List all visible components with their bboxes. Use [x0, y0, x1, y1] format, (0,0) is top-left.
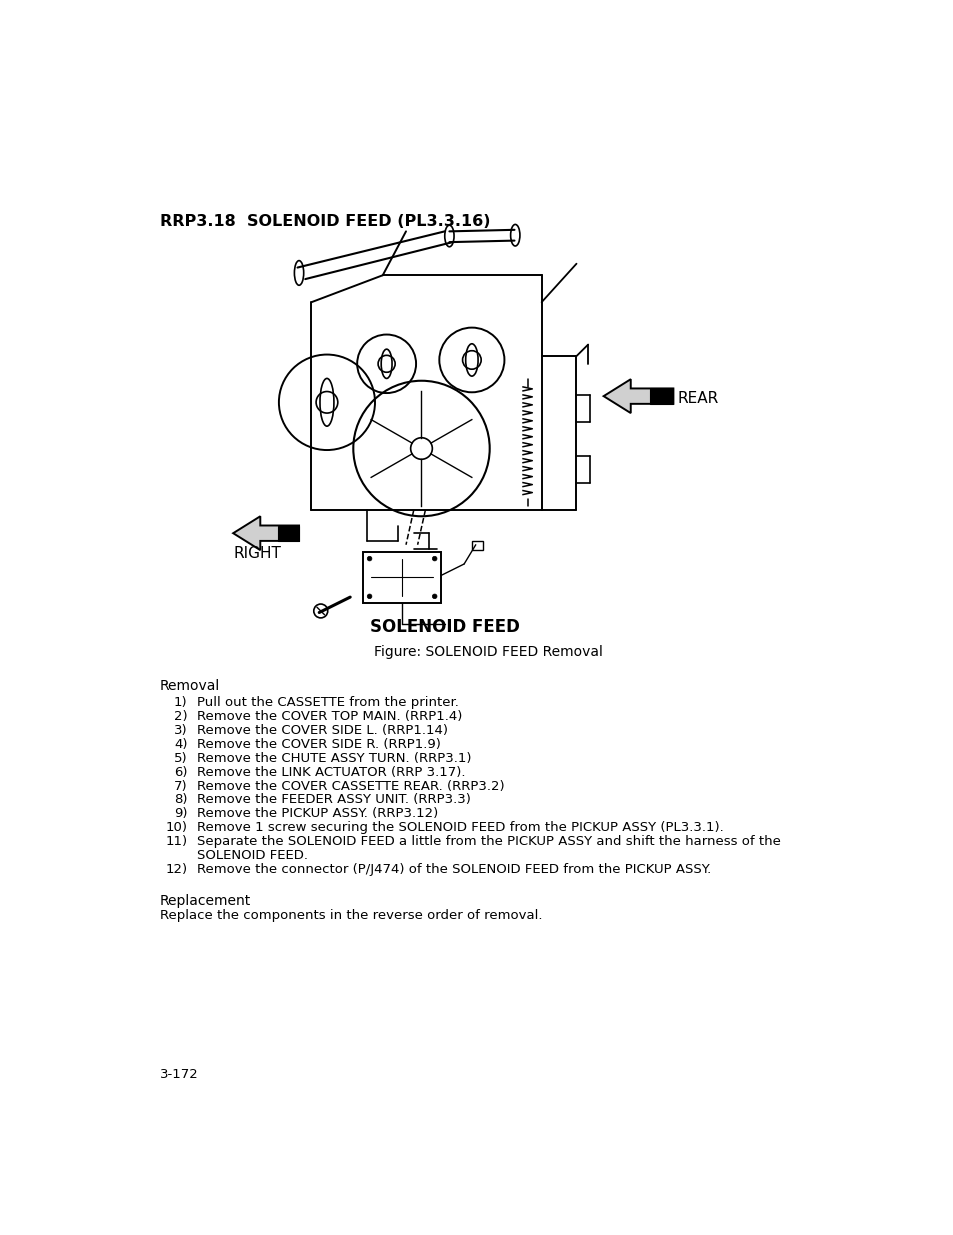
Text: Remove the LINK ACTUATOR (RRP 3.17).: Remove the LINK ACTUATOR (RRP 3.17).: [196, 766, 465, 779]
Text: Remove the COVER CASSETTE REAR. (RRP3.2): Remove the COVER CASSETTE REAR. (RRP3.2): [196, 779, 504, 793]
Text: Replacement: Replacement: [159, 894, 251, 908]
Polygon shape: [233, 516, 298, 550]
Text: 8): 8): [173, 793, 187, 806]
Text: Removal: Removal: [159, 679, 219, 694]
Text: Remove the PICKUP ASSY. (RRP3.12): Remove the PICKUP ASSY. (RRP3.12): [196, 808, 437, 820]
Text: Pull out the CASSETTE from the printer.: Pull out the CASSETTE from the printer.: [196, 697, 458, 709]
Text: 10): 10): [165, 821, 187, 834]
Text: Remove 1 screw securing the SOLENOID FEED from the PICKUP ASSY (PL3.3.1).: Remove 1 screw securing the SOLENOID FEE…: [196, 821, 722, 834]
Text: 2): 2): [173, 710, 187, 724]
Text: 12): 12): [165, 863, 187, 876]
Circle shape: [367, 594, 372, 599]
Text: 9): 9): [173, 808, 187, 820]
Text: Remove the COVER SIDE L. (RRP1.14): Remove the COVER SIDE L. (RRP1.14): [196, 724, 447, 737]
Circle shape: [432, 556, 436, 561]
Text: 7): 7): [173, 779, 187, 793]
Text: RRP3.18  SOLENOID FEED (PL3.3.16): RRP3.18 SOLENOID FEED (PL3.3.16): [159, 214, 490, 228]
Text: SOLENOID FEED: SOLENOID FEED: [370, 618, 519, 636]
Text: 6): 6): [173, 766, 187, 779]
Text: Remove the connector (P/J474) of the SOLENOID FEED from the PICKUP ASSY.: Remove the connector (P/J474) of the SOL…: [196, 863, 710, 876]
Polygon shape: [603, 379, 673, 412]
Text: 3): 3): [173, 724, 187, 737]
Text: 1): 1): [173, 697, 187, 709]
Text: 3-172: 3-172: [159, 1068, 198, 1082]
Text: Remove the COVER SIDE R. (RRP1.9): Remove the COVER SIDE R. (RRP1.9): [196, 739, 440, 751]
Text: SOLENOID FEED.: SOLENOID FEED.: [196, 848, 308, 862]
Text: REAR: REAR: [677, 390, 718, 406]
Text: Separate the SOLENOID FEED a little from the PICKUP ASSY and shift the harness o: Separate the SOLENOID FEED a little from…: [196, 835, 780, 848]
Polygon shape: [278, 526, 298, 541]
Text: 11): 11): [165, 835, 187, 848]
Text: 4): 4): [173, 739, 187, 751]
Text: Figure: SOLENOID FEED Removal: Figure: SOLENOID FEED Removal: [375, 645, 602, 658]
Text: 5): 5): [173, 752, 187, 764]
Circle shape: [432, 594, 436, 599]
Text: Replace the components in the reverse order of removal.: Replace the components in the reverse or…: [159, 909, 541, 923]
Polygon shape: [649, 389, 673, 404]
Text: Remove the FEEDER ASSY UNIT. (RRP3.3): Remove the FEEDER ASSY UNIT. (RRP3.3): [196, 793, 470, 806]
Circle shape: [367, 556, 372, 561]
Text: RIGHT: RIGHT: [233, 546, 281, 561]
Text: Remove the CHUTE ASSY TURN. (RRP3.1): Remove the CHUTE ASSY TURN. (RRP3.1): [196, 752, 471, 764]
Text: Remove the COVER TOP MAIN. (RRP1.4): Remove the COVER TOP MAIN. (RRP1.4): [196, 710, 461, 724]
